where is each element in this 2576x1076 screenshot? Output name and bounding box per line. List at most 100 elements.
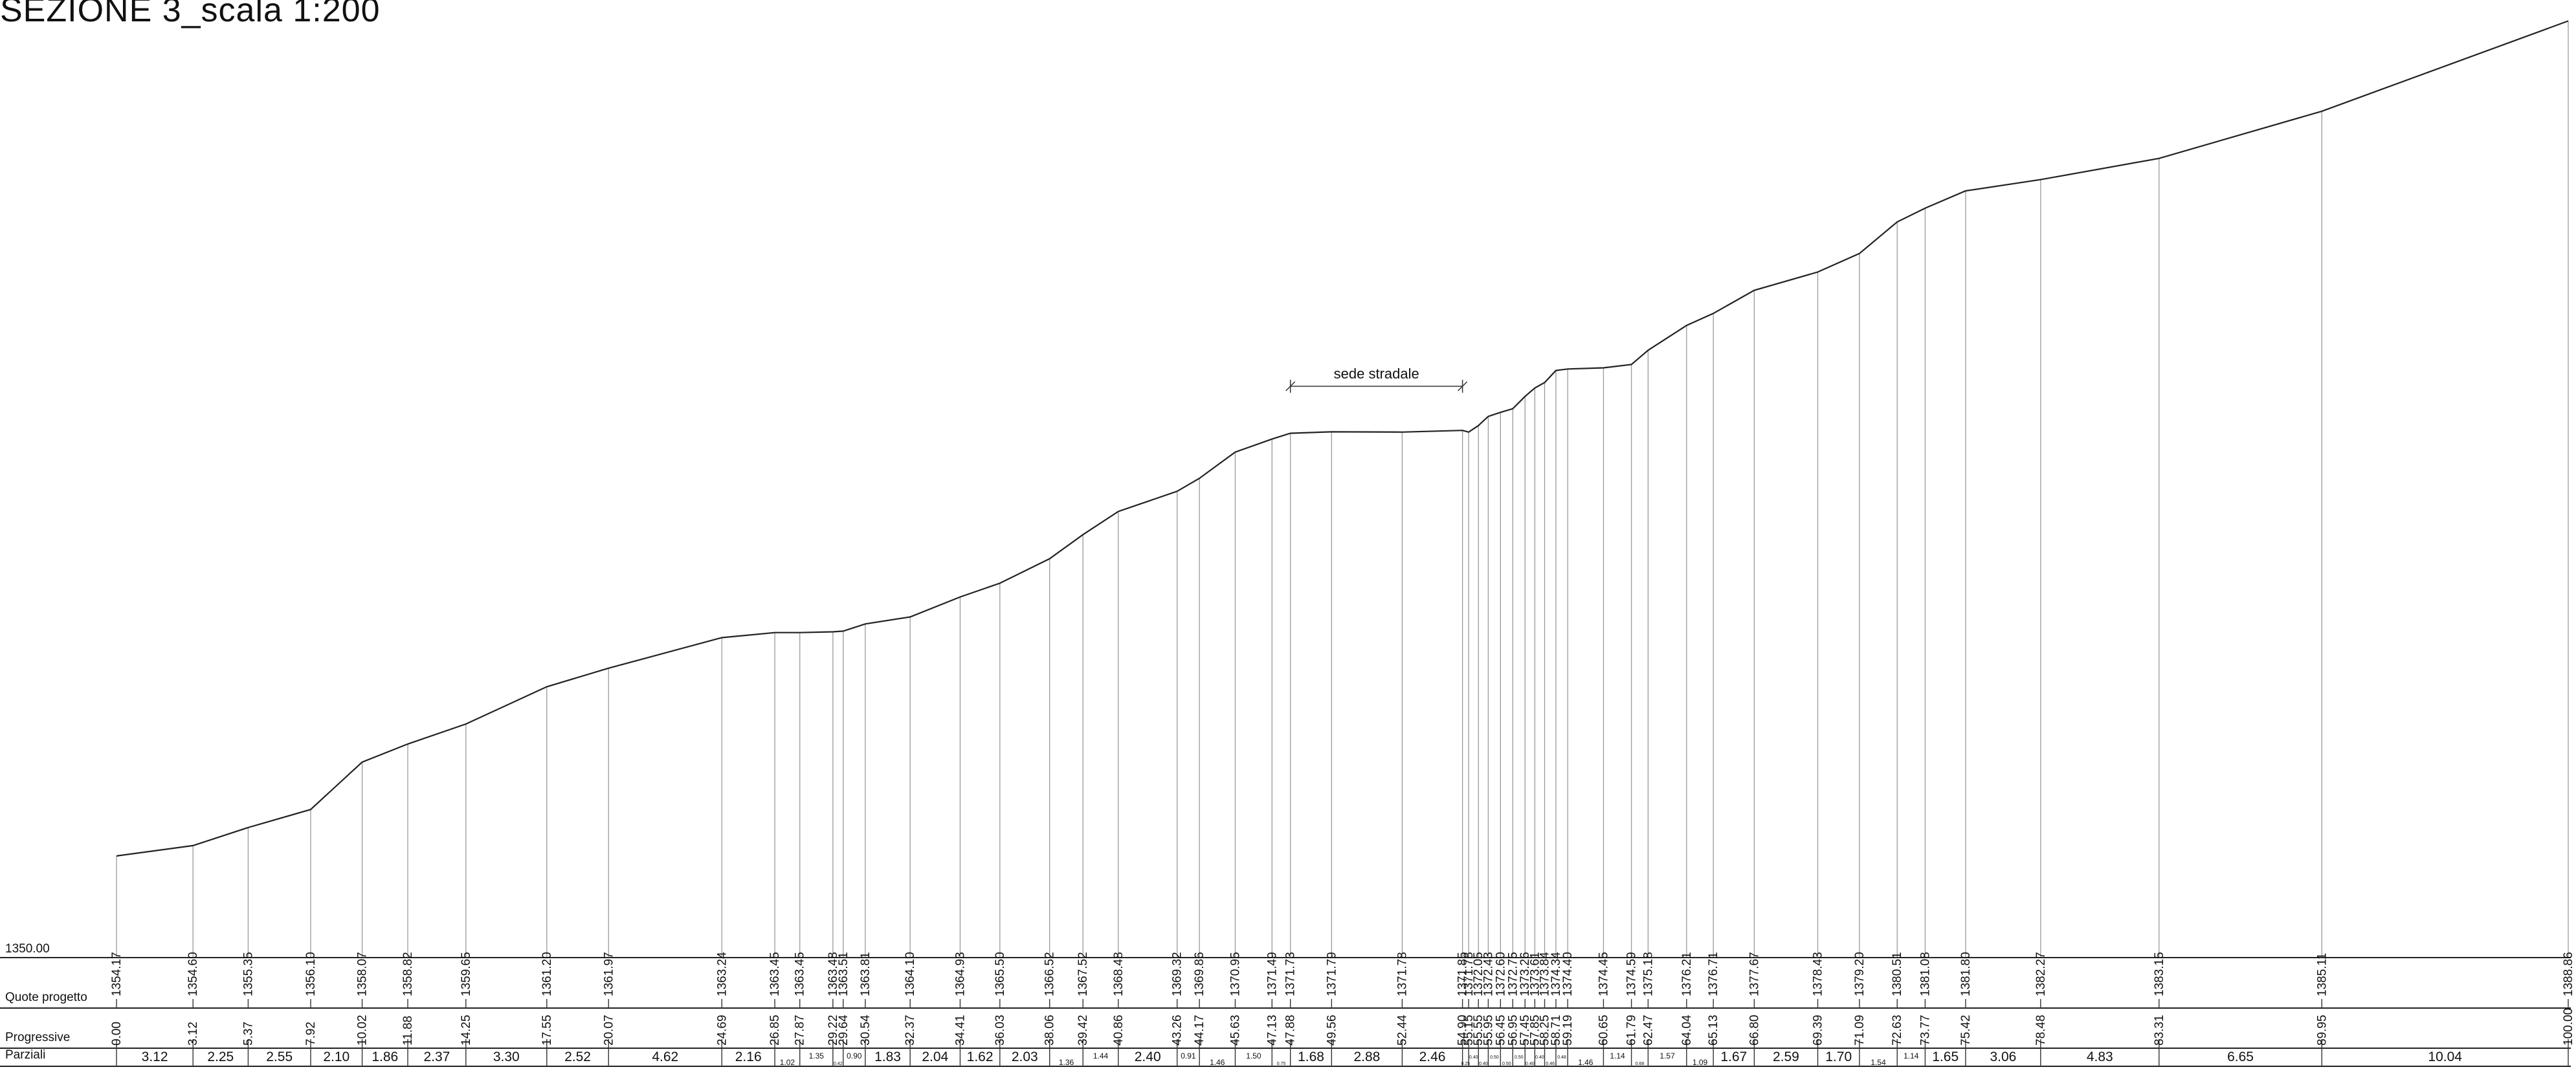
parziale-label-5: 2.37	[423, 1049, 450, 1064]
quote-label-28: 1371.85	[1456, 952, 1470, 996]
progressive-label-47: 72.63	[1891, 1015, 1904, 1046]
quote-label-38: 1374.40	[1561, 952, 1575, 996]
quote-label-12: 1363.48	[827, 952, 840, 996]
parziali-labels: 3.12 2.25 2.55 2.10 1.86 2.37 3.30 2.52 4.62 2.16…	[142, 1049, 2463, 1067]
parziale-label-34: 0.40	[1526, 1062, 1535, 1066]
parziale-label-52: 10.04	[2428, 1049, 2462, 1064]
quote-label-37: 1374.34	[1549, 952, 1563, 996]
parziale-label-45: 1.70	[1825, 1049, 1852, 1064]
progressive-label-12: 29.22	[827, 1015, 840, 1046]
parziale-label-9: 2.16	[735, 1049, 762, 1064]
progressive-label-16: 34.41	[954, 1015, 968, 1046]
parziale-label-50: 4.83	[2087, 1049, 2113, 1064]
quote-label-40: 1374.59	[1625, 952, 1639, 996]
progressive-label-14: 30.54	[859, 1015, 872, 1046]
row-label-quote-progetto: Quote progetto	[5, 991, 87, 1004]
parziale-label-32: 0.50	[1502, 1062, 1511, 1066]
progressive-label-10: 26.85	[768, 1015, 782, 1046]
row-label-progressive: Progressive	[5, 1031, 70, 1044]
quote-labels: 1354.17 1354.60 1355.35 1356.10 1358.07 1358.…	[110, 952, 2575, 996]
parziale-label-46: 1.54	[1871, 1058, 1886, 1067]
parziale-label-23: 1.50	[1246, 1051, 1261, 1060]
progressive-label-25: 47.88	[1284, 1015, 1298, 1046]
parziale-label-2: 2.55	[266, 1049, 293, 1064]
parziale-label-7: 2.52	[564, 1049, 591, 1064]
parziale-label-41: 1.57	[1660, 1051, 1675, 1060]
progressive-label-49: 75.42	[1959, 1015, 1973, 1046]
terrain-profile-line	[116, 20, 2569, 857]
quote-label-9: 1363.24	[715, 952, 729, 996]
parziale-label-29: 0.40	[1469, 1055, 1478, 1060]
progressive-label-45: 69.39	[1812, 1015, 1825, 1046]
quote-label-29: 1371.78	[1462, 952, 1476, 996]
quote-label-36: 1373.84	[1538, 952, 1552, 996]
progressive-label-35: 57.85	[1528, 1015, 1542, 1046]
parziale-label-42: 1.09	[1693, 1058, 1708, 1067]
parziale-label-47: 1.14	[1904, 1051, 1919, 1060]
progressive-label-23: 45.63	[1229, 1015, 1243, 1046]
parziale-label-15: 2.04	[922, 1049, 948, 1064]
parziale-label-8: 4.62	[652, 1049, 678, 1064]
parziale-label-21: 0.91	[1181, 1051, 1196, 1060]
quote-label-22: 1369.86	[1193, 952, 1206, 996]
datum-label: 1350.00	[5, 942, 50, 956]
parziale-label-27: 2.46	[1419, 1049, 1446, 1064]
quote-label-16: 1364.93	[954, 952, 968, 996]
sede-stradale-annotation: sede stradale	[1285, 366, 1468, 393]
progressive-label-30: 55.55	[1472, 1015, 1485, 1046]
progressive-label-34: 57.45	[1518, 1015, 1532, 1046]
parziale-label-1: 2.25	[207, 1049, 234, 1064]
parziale-label-43: 1.67	[1720, 1049, 1747, 1064]
progressive-label-18: 38.06	[1043, 1015, 1057, 1046]
quote-label-35: 1373.61	[1528, 952, 1542, 996]
parziale-label-44: 2.59	[1773, 1049, 1799, 1064]
parziale-label-0: 3.12	[142, 1049, 168, 1064]
parziale-label-40: 0.68	[1636, 1062, 1645, 1066]
progressive-label-44: 66.80	[1748, 1015, 1761, 1046]
vertical-station-lines	[116, 21, 2569, 958]
quote-label-1: 1354.60	[186, 952, 200, 996]
quote-label-4: 1358.07	[356, 952, 370, 996]
quote-label-47: 1380.51	[1891, 952, 1904, 996]
quote-label-43: 1376.71	[1707, 952, 1720, 996]
progressive-label-27: 52.44	[1395, 1015, 1409, 1046]
progressive-label-31: 55.95	[1482, 1015, 1495, 1046]
parziale-label-19: 1.44	[1093, 1051, 1109, 1060]
quote-label-25: 1371.73	[1284, 952, 1298, 996]
progressive-label-17: 36.03	[994, 1015, 1007, 1046]
parziale-label-51: 6.65	[2227, 1049, 2254, 1064]
quote-label-19: 1367.52	[1076, 952, 1090, 996]
progressive-label-41: 62.47	[1641, 1015, 1655, 1046]
progressive-label-38: 59.19	[1561, 1015, 1575, 1046]
parziale-label-24: 0.75	[1277, 1062, 1286, 1066]
parziale-label-3: 2.10	[323, 1049, 350, 1064]
parziale-label-18: 1.36	[1059, 1058, 1074, 1067]
annotation-slash-0	[1285, 381, 1296, 391]
parziale-label-31: 0.50	[1490, 1055, 1499, 1060]
progressive-label-15: 32.37	[904, 1015, 917, 1046]
progressive-label-4: 10.02	[356, 1015, 370, 1046]
parziale-label-16: 1.62	[967, 1049, 994, 1064]
progressive-label-28: 54.90	[1456, 1015, 1470, 1046]
progressive-label-8: 20.07	[602, 1015, 616, 1046]
parziale-label-30: 0.40	[1479, 1062, 1488, 1066]
quote-label-2: 1355.35	[241, 952, 255, 996]
progressive-label-21: 43.26	[1171, 1015, 1184, 1046]
data-table	[0, 957, 2571, 1067]
parziale-label-13: 0.90	[847, 1051, 862, 1060]
quote-label-13: 1363.51	[837, 952, 850, 996]
quote-label-32: 1372.60	[1494, 952, 1507, 996]
progressive-label-50: 78.48	[2034, 1015, 2048, 1046]
parziale-label-14: 1.83	[874, 1049, 901, 1064]
progressive-label-37: 58.71	[1549, 1015, 1563, 1046]
annotation-slash-1	[1458, 381, 1468, 391]
progressive-label-36: 58.25	[1538, 1015, 1552, 1046]
progressive-labels: 0.00 3.12 5.37 7.92 10.02 11.88 14.25 17.55 20.0…	[110, 1008, 2575, 1046]
quote-label-20: 1368.48	[1112, 952, 1126, 996]
parziale-label-4: 1.86	[372, 1049, 398, 1064]
progressive-label-19: 39.42	[1076, 1015, 1090, 1046]
parziale-label-39: 1.14	[1610, 1051, 1625, 1060]
quote-label-33: 1372.75	[1506, 952, 1520, 996]
progressive-label-48: 73.77	[1918, 1015, 1932, 1046]
